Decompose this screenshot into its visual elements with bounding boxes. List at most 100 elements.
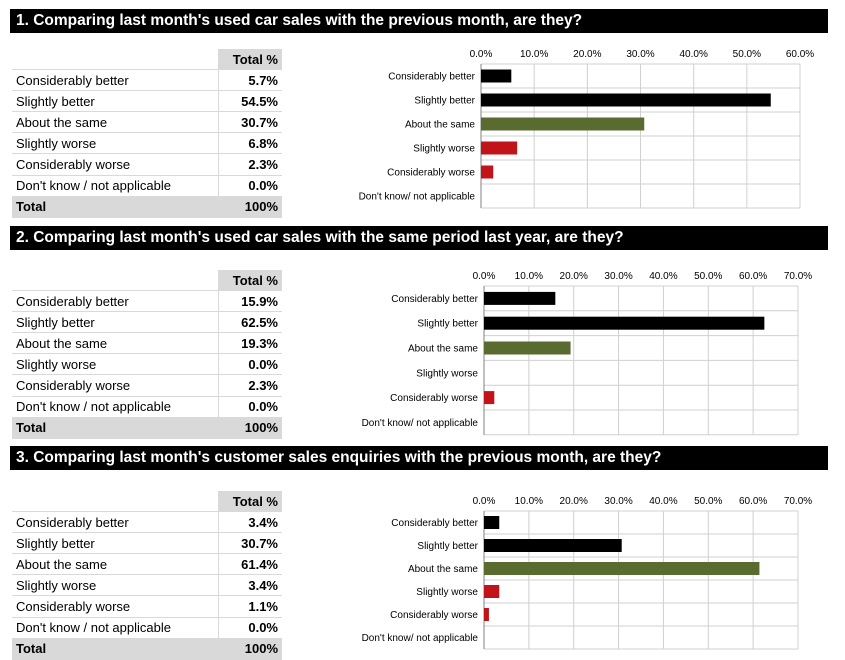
bar [481,93,771,107]
row-value: 0.0% [218,617,282,639]
row-label: Considerably worse [12,595,219,618]
category-label: Slightly better [417,541,478,552]
table-row: Considerably better 3.4% [12,511,282,534]
table-header-row: Total % [12,49,282,71]
table-row: Considerably better 15.9% [12,290,282,313]
row-label: Slightly better [12,311,219,334]
row-value: 62.5% [218,311,282,334]
table-row: Considerably better 5.7% [12,69,282,92]
category-label: Slightly better [417,319,478,330]
table-row: About the same 61.4% [12,553,282,576]
total-percent-header: Total % [218,49,282,71]
table-total-row: Total 100% [12,417,282,439]
row-label: Considerably worse [12,374,219,397]
table-row: Considerably worse 1.1% [12,595,282,618]
row-label: About the same [12,553,219,576]
total-value: 100% [218,196,282,218]
category-label: Slightly better [414,96,475,107]
tick-label: 10.0% [515,271,543,282]
tick-label: 70.0% [784,271,812,282]
category-label: Considerably better [391,294,478,305]
table-row: Don't know / not applicable 0.0% [12,175,282,197]
bar-chart: 0.0% 10.0% 20.0% 30.0% 40.0% 50.0% 60.0% Consid… [359,49,814,209]
category-label: Slightly worse [416,587,478,598]
tick-label: 40.0% [649,496,677,507]
bar [481,141,518,155]
tick-label: 30.0% [604,271,632,282]
category-label: About the same [405,120,475,131]
table-header-row: Total % [12,491,282,513]
row-label: Don't know / not applicable [12,617,219,639]
category-label: Considerably worse [387,168,475,179]
row-value: 2.3% [218,374,282,397]
tick-label: 30.0% [604,496,632,507]
bar [481,165,494,179]
tick-label: 30.0% [626,49,654,60]
total-label: Total [12,196,219,218]
tick-label: 20.0% [560,271,588,282]
total-label: Total [12,638,219,660]
row-value: 61.4% [218,553,282,576]
table-row: Don't know / not applicable 0.0% [12,617,282,639]
bar-chart: 0.0% 10.0% 20.0% 30.0% 40.0% 50.0% 60.0% 70.0% C… [362,271,812,436]
row-value: 0.0% [218,396,282,418]
tick-label: 70.0% [784,496,812,507]
tick-label: 10.0% [520,49,548,60]
tick-label: 0.0% [473,496,496,507]
results-table: Total % Considerably better 15.9% Slightl… [12,270,282,439]
row-value: 3.4% [218,574,282,597]
row-label: Slightly worse [12,132,219,155]
table-header-row: Total % [12,270,282,292]
table-row: About the same 19.3% [12,332,282,355]
category-label: Don't know/ not applicable [359,192,476,203]
bar [484,585,500,598]
tick-label: 50.0% [694,496,722,507]
row-label: About the same [12,111,219,134]
category-label: Don't know/ not applicable [362,418,479,429]
table-row: Slightly worse 0.0% [12,353,282,376]
tick-label: 40.0% [679,49,707,60]
tick-label: 0.0% [470,49,493,60]
tick-label: 20.0% [573,49,601,60]
row-label: Considerably worse [12,153,219,176]
category-label: Slightly worse [413,144,475,155]
results-table: Total % Considerably better 3.4% Slightly… [12,491,282,660]
tick-label: 50.0% [733,49,761,60]
row-value: 15.9% [218,290,282,313]
row-value: 0.0% [218,353,282,376]
tick-label: 40.0% [649,271,677,282]
category-label: Considerably better [391,518,478,529]
table-row: Slightly better 62.5% [12,311,282,334]
table-total-row: Total 100% [12,196,282,218]
tick-label: 60.0% [786,49,814,60]
row-label: Don't know / not applicable [12,175,219,197]
row-value: 30.7% [218,111,282,134]
table-row: Slightly worse 3.4% [12,574,282,597]
table-row: Considerably worse 2.3% [12,153,282,176]
category-label: About the same [408,344,478,355]
bar [484,316,765,330]
bar [484,516,500,529]
row-label: Slightly better [12,532,219,555]
bar [484,291,556,305]
row-label: Slightly better [12,90,219,113]
question-heading: 3. Comparing last month's customer sales… [10,446,828,470]
row-value: 3.4% [218,511,282,534]
row-value: 19.3% [218,332,282,355]
row-label: Slightly worse [12,574,219,597]
table-row: Considerably worse 2.3% [12,374,282,397]
row-value: 54.5% [218,90,282,113]
question-heading: 1. Comparing last month's used car sales… [10,9,828,33]
results-table: Total % Considerably better 5.7% Slightly… [12,49,282,218]
tick-label: 60.0% [739,496,767,507]
table-row: Don't know / not applicable 0.0% [12,396,282,418]
bar [484,539,622,552]
tick-label: 20.0% [560,496,588,507]
category-label: About the same [408,564,478,575]
row-label: Considerably better [12,511,219,534]
total-label: Total [12,417,219,439]
tick-label: 50.0% [694,271,722,282]
table-row: Slightly better 54.5% [12,90,282,113]
category-label: Considerably better [388,72,475,83]
table-total-row: Total 100% [12,638,282,660]
